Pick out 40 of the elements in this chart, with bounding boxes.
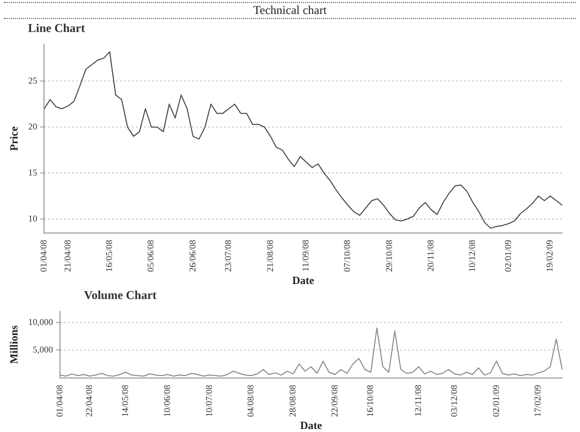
- x-tick-label: 07/10/08: [342, 239, 352, 272]
- y-tick-label: 10,000: [28, 316, 54, 327]
- chart-subtitle: Line Chart: [28, 21, 86, 36]
- x-tick-label: 10/07/08: [204, 384, 214, 417]
- x-tick-label: 03/12/08: [448, 384, 459, 417]
- x-tick-label: 22/04/08: [84, 384, 94, 417]
- x-tick-label: 19/02/09: [544, 239, 555, 272]
- x-tick-label: 10/06/08: [162, 384, 172, 417]
- x-tick-label: 02/01/09: [502, 239, 513, 272]
- chart-title: Technical chart: [4, 2, 576, 19]
- x-tick-label: 04/08/08: [246, 384, 256, 417]
- x-tick-label: 26/06/08: [187, 239, 198, 272]
- y-axis-title: Price: [8, 126, 20, 151]
- y-tick-label: 15: [28, 167, 38, 178]
- x-tick-label: 14/05/08: [120, 384, 130, 417]
- x-tick-label: 10/12/08: [467, 239, 478, 272]
- x-tick-label: 29/10/08: [384, 239, 394, 272]
- x-tick-label: 16/10/08: [365, 384, 376, 417]
- x-tick-label: 05/06/08: [146, 239, 156, 272]
- x-axis-title: Date: [292, 275, 314, 288]
- x-tick-label: 20/11/08: [426, 239, 436, 272]
- x-axis-title: Date: [300, 420, 322, 432]
- y-tick-label: 20: [28, 121, 38, 132]
- x-tick-label: 16/05/08: [104, 239, 114, 272]
- y-tick-label: 25: [28, 76, 38, 86]
- x-tick-label: 11/09/08: [300, 239, 311, 272]
- y-tick-label: 5,000: [32, 344, 54, 354]
- y-tick-label: 10: [28, 213, 38, 224]
- x-tick-label: 22/09/08: [329, 384, 340, 417]
- x-tick-label: 23/07/08: [223, 239, 234, 272]
- x-tick-label: 21/04/08: [62, 239, 72, 272]
- x-tick-label: 02/01/09: [490, 384, 501, 417]
- x-tick-label: 12/11/08: [413, 384, 424, 416]
- x-tick-label: 17/02/09: [532, 384, 543, 417]
- x-tick-label: 01/04/08: [54, 384, 64, 417]
- x-tick-label: 21/08/08: [264, 239, 275, 272]
- chart-title: Volume Chart: [84, 288, 158, 303]
- y-axis-title: Millions: [8, 324, 20, 364]
- x-tick-label: 28/08/08: [287, 384, 298, 417]
- x-tick-label: 01/04/08: [38, 239, 49, 272]
